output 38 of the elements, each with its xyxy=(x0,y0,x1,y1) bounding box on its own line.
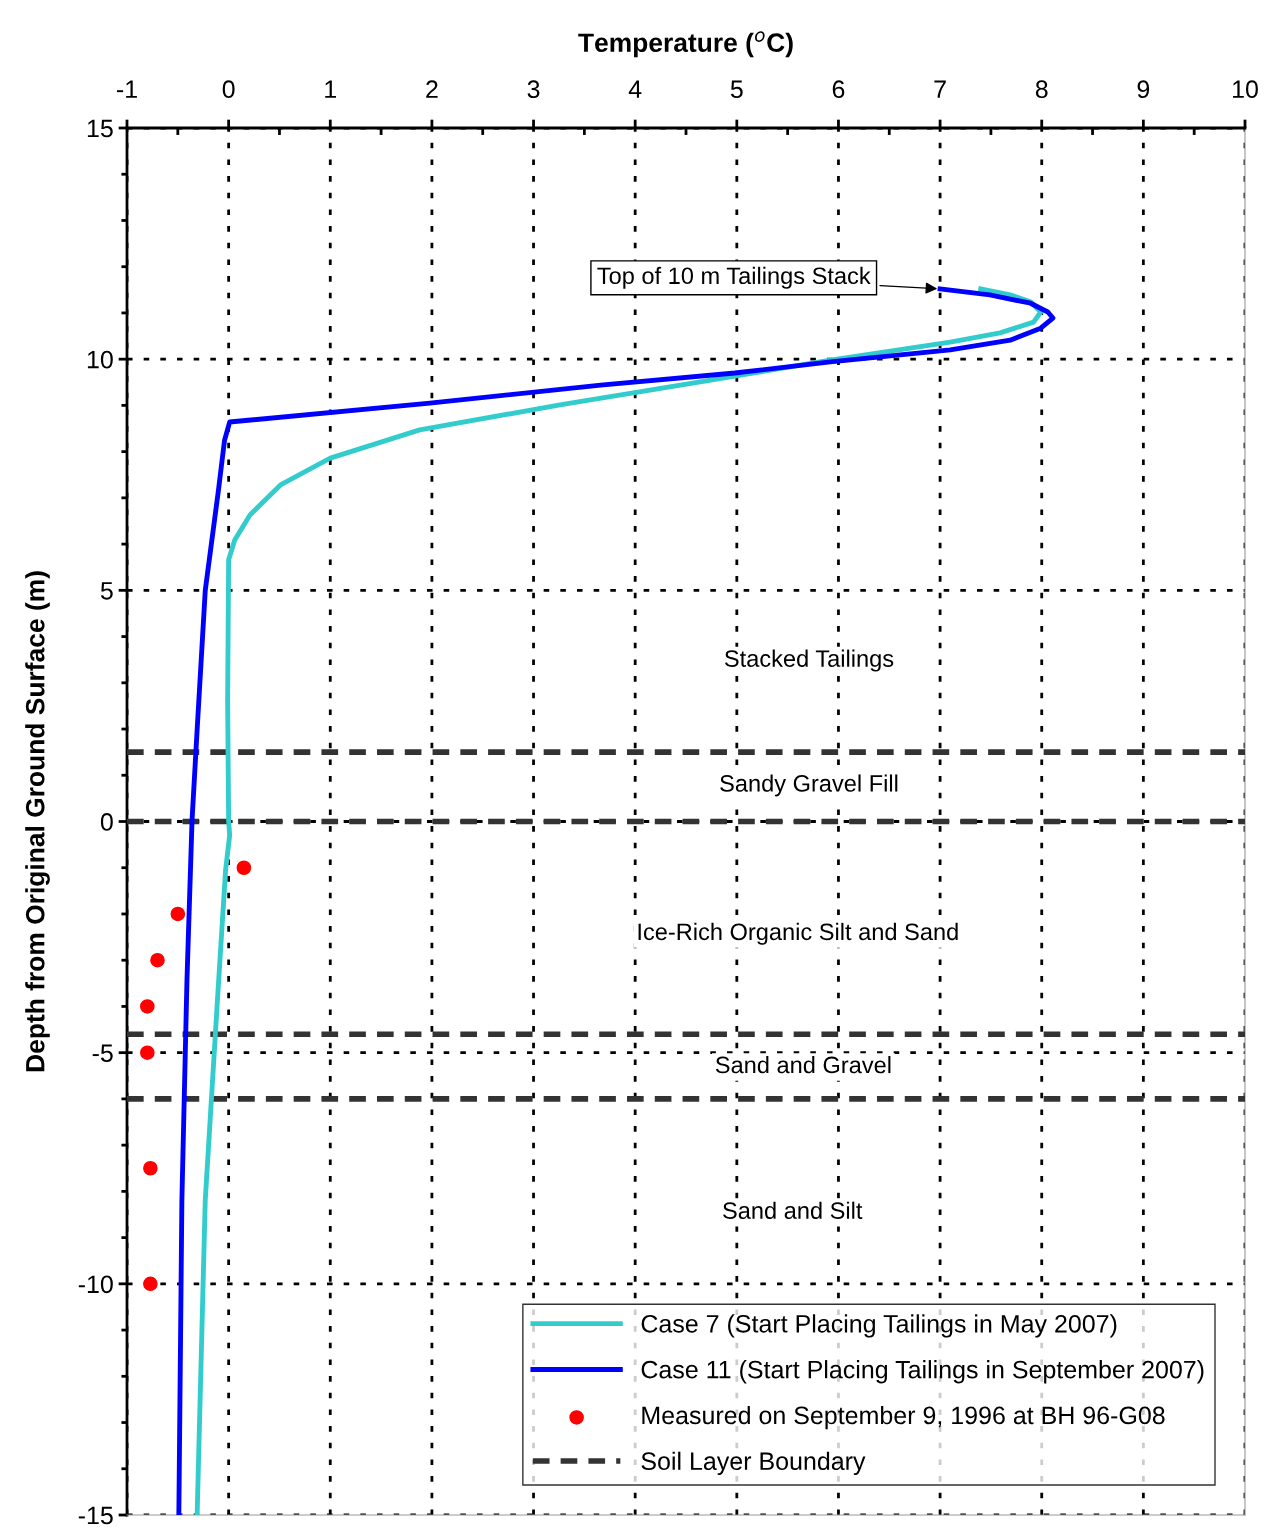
y-tick-label: 15 xyxy=(87,119,113,138)
x-tick-label: 10 xyxy=(1233,80,1258,99)
y-tick-label: -10 xyxy=(78,1275,113,1294)
x-tick-label: 0 xyxy=(222,80,235,99)
legend-label: Case 7 (Start Placing Tailings in May 2007) xyxy=(641,1314,1117,1338)
point xyxy=(143,1276,158,1292)
legend-label: Measured on September 9, 1996 at BH 96-G08 xyxy=(642,1405,1165,1430)
point xyxy=(150,952,165,968)
legend-label: Soil Layer Boundary xyxy=(641,1451,866,1475)
annotation: Sand and Gravel xyxy=(715,1055,891,1074)
x-tick-label: 4 xyxy=(628,80,642,98)
y-tick-label: 0 xyxy=(100,813,113,831)
x-tick-label: 6 xyxy=(832,80,845,99)
point xyxy=(140,1045,155,1060)
y-axis-title: Depth from Original Ground Surface (m) xyxy=(25,571,50,1072)
point xyxy=(170,906,186,922)
x-tick-label: 2 xyxy=(426,80,438,98)
y-tick-label: 10 xyxy=(87,350,113,369)
point xyxy=(236,860,252,876)
point xyxy=(140,999,155,1014)
x-tick-label: -1 xyxy=(117,80,137,98)
annotation: Stacked Tailings xyxy=(724,649,894,672)
annotation: Top of 10 m Tailings Stack xyxy=(597,266,871,289)
x-tick-label: 8 xyxy=(1035,80,1048,99)
y-tick-label: 5 xyxy=(100,582,113,600)
x-axis-title: Temperature ($^{o}$C) xyxy=(578,31,793,58)
annotation: Sandy Gravel Fill xyxy=(720,774,898,797)
x-tick-label: 7 xyxy=(934,80,946,98)
annotation: Ice-Rich Organic Silt and Sand xyxy=(638,922,958,945)
annotation: Sand and Silt xyxy=(723,1201,863,1219)
y-tick-label: -15 xyxy=(78,1506,113,1525)
x-tick-label: 9 xyxy=(1137,80,1150,99)
y-tick-label: -5 xyxy=(92,1044,113,1062)
x-tick-label: 1 xyxy=(325,80,337,98)
point xyxy=(143,1160,158,1176)
x-tick-label: 5 xyxy=(730,80,743,99)
x-tick-label: 3 xyxy=(527,80,540,99)
legend-label: Case 11 (Start Placing Tailings in September 2007) xyxy=(641,1360,1204,1384)
